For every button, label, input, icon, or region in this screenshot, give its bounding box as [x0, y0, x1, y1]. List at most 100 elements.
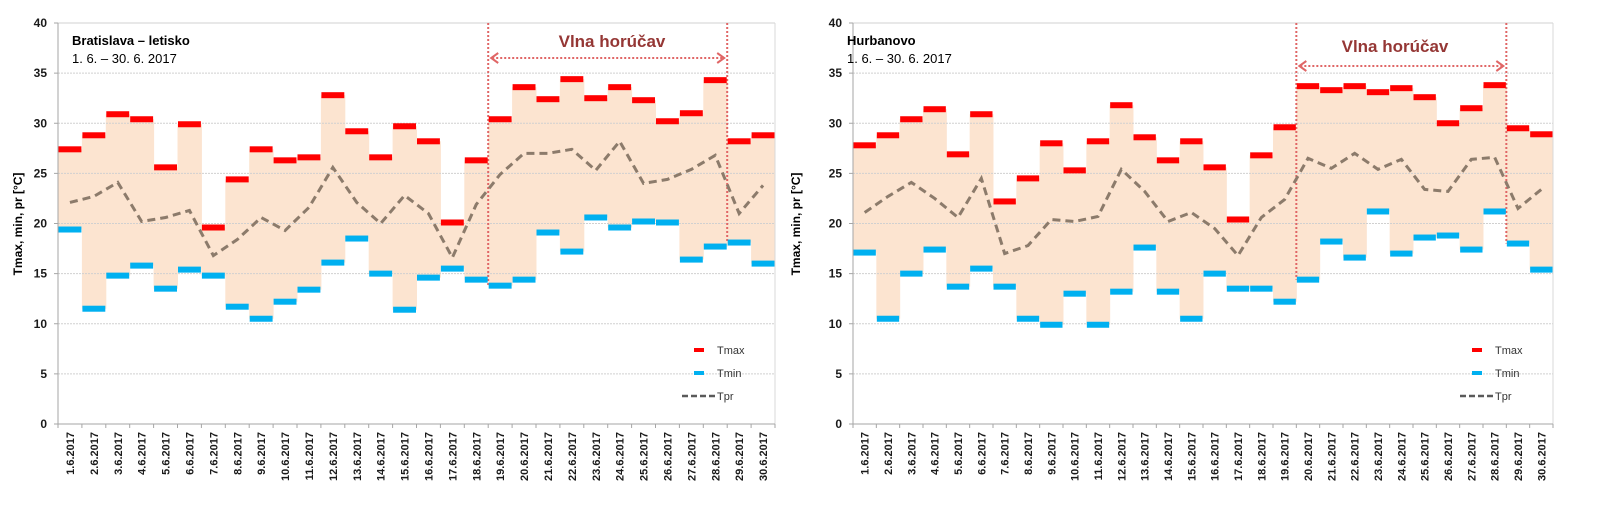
range-band	[512, 87, 536, 279]
tmax-marker	[608, 84, 631, 90]
x-tick-label: 25.6.2017	[639, 432, 651, 481]
range-band	[82, 135, 106, 308]
y-tick-label: 25	[34, 166, 48, 180]
tmin-marker	[947, 284, 969, 290]
tmax-marker	[1320, 87, 1342, 93]
tmax-marker	[1180, 138, 1202, 144]
legend-label-tmax: Tmax	[1495, 345, 1523, 357]
range-band	[1203, 167, 1227, 273]
tmax-marker	[465, 157, 488, 163]
range-band	[488, 119, 512, 285]
tmax-marker	[632, 97, 655, 103]
tmax-marker	[178, 121, 201, 127]
tmin-marker	[106, 273, 129, 279]
x-tick-label: 18.6.2017	[1256, 432, 1268, 481]
x-tick-label: 20.6.2017	[1303, 432, 1315, 481]
tmax-marker	[728, 138, 751, 144]
tmin-marker	[1110, 289, 1132, 295]
range-band	[249, 149, 273, 318]
range-band	[1156, 160, 1180, 291]
y-tick-label: 5	[835, 367, 842, 381]
tmin-marker	[970, 266, 992, 272]
range-band	[727, 141, 751, 242]
tmin-marker	[728, 240, 751, 246]
y-tick-label: 0	[835, 417, 842, 431]
tmax-marker	[752, 132, 775, 138]
x-tick-label: 12.6.2017	[1116, 432, 1128, 481]
x-tick-label: 23.6.2017	[1373, 432, 1385, 481]
range-band	[345, 131, 369, 238]
tmax-marker	[1460, 105, 1482, 111]
legend-label-tpr: Tpr	[1495, 391, 1512, 403]
tmin-marker	[393, 307, 416, 313]
range-band	[1040, 143, 1064, 324]
x-tick-label: 13.6.2017	[352, 432, 364, 481]
tmin-marker	[154, 286, 177, 292]
tmin-marker	[465, 277, 488, 283]
legend-label-tmin: Tmin	[717, 368, 741, 380]
x-tick-label: 16.6.2017	[423, 432, 435, 481]
tmin-marker	[1414, 235, 1436, 241]
x-tick-label: 3.6.2017	[113, 432, 125, 475]
tmin-marker	[632, 218, 655, 224]
tmin-marker	[1344, 255, 1366, 261]
tmin-marker	[1530, 267, 1552, 273]
range-band	[1343, 86, 1367, 257]
range-band	[876, 135, 900, 318]
x-tick-label: 3.6.2017	[906, 432, 918, 475]
range-band	[853, 145, 877, 252]
legend-label-tmax: Tmax	[717, 345, 745, 357]
tmax-marker	[947, 151, 969, 157]
y-tick-label: 0	[40, 417, 47, 431]
range-band	[1273, 127, 1297, 301]
x-tick-label: 11.6.2017	[1093, 432, 1105, 480]
tmax-marker	[1017, 175, 1039, 181]
x-tick-label: 14.6.2017	[1163, 432, 1175, 481]
range-band	[679, 113, 703, 259]
y-tick-label: 20	[829, 217, 843, 231]
legend-label-tmin: Tmin	[1495, 368, 1519, 380]
x-tick-label: 7.6.2017	[208, 432, 220, 475]
x-tick-label: 24.6.2017	[1396, 432, 1408, 481]
range-band	[178, 124, 202, 269]
tmin-marker	[608, 225, 631, 231]
tmax-marker	[1414, 94, 1436, 100]
tmax-marker	[1530, 131, 1552, 137]
tmax-marker	[417, 138, 440, 144]
y-tick-label: 30	[829, 116, 843, 130]
range-band	[1530, 134, 1554, 269]
range-band	[1413, 97, 1437, 237]
period-subtitle: 1. 6. – 30. 6. 2017	[847, 51, 952, 66]
range-band	[1250, 155, 1274, 288]
x-tick-label: 27.6.2017	[686, 432, 698, 481]
tmax-marker	[130, 116, 153, 122]
x-tick-label: 15.6.2017	[400, 432, 412, 481]
range-band	[1460, 108, 1484, 249]
tmin-marker	[178, 267, 201, 273]
tmax-marker	[489, 116, 512, 122]
tmin-marker	[369, 271, 392, 277]
tmin-marker	[82, 306, 105, 312]
y-tick-label: 10	[829, 317, 843, 331]
tmax-marker	[106, 111, 129, 117]
range-band	[1366, 92, 1390, 211]
y-tick-label: 25	[829, 166, 843, 180]
x-tick-label: 16.6.2017	[1210, 432, 1222, 481]
tmin-marker	[1180, 316, 1202, 322]
tmax-marker	[202, 225, 225, 231]
x-tick-label: 9.6.2017	[1046, 432, 1058, 475]
x-tick-label: 1.6.2017	[65, 432, 77, 475]
legend-label-tpr: Tpr	[717, 391, 734, 403]
range-band	[225, 179, 249, 306]
tmin-marker	[1320, 239, 1342, 245]
x-tick-label: 22.6.2017	[1350, 432, 1362, 481]
x-tick-label: 8.6.2017	[232, 432, 244, 475]
y-tick-label: 10	[34, 317, 48, 331]
tmax-marker	[656, 118, 679, 124]
range-band	[900, 119, 924, 273]
tmax-marker	[154, 164, 177, 170]
tmin-marker	[680, 257, 703, 263]
tmax-marker	[1087, 138, 1109, 144]
y-tick-label: 40	[34, 16, 48, 30]
